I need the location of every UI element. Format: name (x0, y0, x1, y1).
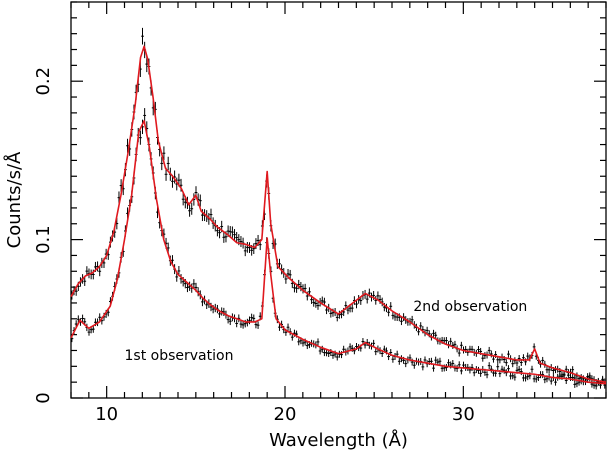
x-tick-label: 20 (274, 404, 297, 425)
series-1-model-line (70, 45, 607, 383)
y-tick-label: 0.1 (33, 225, 54, 254)
x-tick-label: 10 (95, 404, 118, 425)
annotation-1st-observation: 1st observation (125, 348, 234, 364)
y-tick-label: 0 (33, 392, 54, 403)
series-2-model-line (70, 120, 607, 385)
x-tick-label: 30 (452, 404, 475, 425)
tick-marks (70, 1, 607, 399)
model-lines-layer (70, 45, 607, 385)
data-points-layer (70, 27, 607, 390)
y-axis-title: Counts/s/Å (3, 151, 25, 248)
annotation-2nd-observation: 2nd observation (413, 299, 527, 315)
y-tick-labels: 0 0.1 0.2 (33, 67, 54, 404)
x-tick-labels: 10 20 30 (95, 404, 475, 425)
x-axis-title: Wavelength (Å) (269, 429, 408, 451)
series-1-data (70, 27, 607, 388)
plot-frame (70, 1, 607, 399)
y-tick-label: 0.2 (33, 67, 54, 96)
